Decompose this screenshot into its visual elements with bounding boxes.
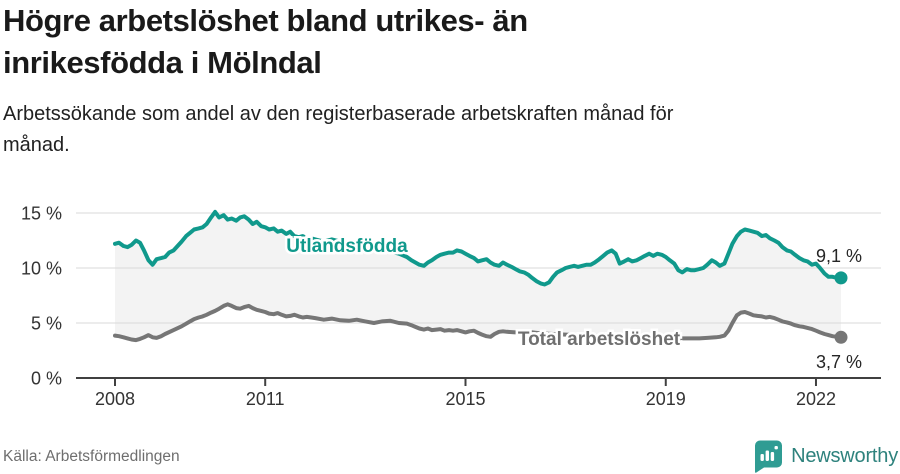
subtitle-line-1: Arbetssökande som andel av den registerb… [3,103,674,125]
y-tick-label: 5 % [31,314,62,334]
title-line-1: Högre arbetslöshet bland utrikes- än [3,3,528,38]
y-tick-label: 15 % [21,204,62,224]
y-axis-labels: 0 % 5 % 10 % 15 % [21,204,62,389]
newsworthy-logo-text: Newsworthy [791,445,898,467]
x-tick-label: 2008 [95,389,135,409]
title-line-2: inrikesfödda i Mölndal [3,45,322,80]
x-tick-label: 2015 [445,389,485,409]
newsworthy-badge-icon [755,440,783,473]
chart-subtitle: Arbetssökande som andel av den registerb… [3,99,673,161]
x-tick-label: 2011 [246,389,285,409]
end-value-label-total: 3,7 % [816,352,862,372]
series-line-utlandsfodda [113,209,843,287]
x-tick-label: 2022 [796,389,836,409]
x-axis-ticks: 2008 2011 2015 2019 2022 [95,379,836,409]
series-label-total: Total arbetslöshet [518,329,681,350]
x-tick-label: 2019 [646,389,686,409]
between-series-band [115,211,841,341]
subtitle-line-2: månad. [3,134,70,156]
gridlines [76,212,881,324]
series-line-total [113,302,843,343]
series-label-utlandsfodda: Utlandsfödda [286,236,408,257]
source-credit: Källa: Arbetsförmedlingen [3,448,180,465]
series-end-dot-total [834,330,848,344]
series-end-dot-utlandsfodda [834,271,848,285]
newsworthy-logo[interactable]: Newsworthy [753,440,898,473]
y-tick-label: 10 % [21,259,62,279]
page-title: Högre arbetslöshet bland utrikes- än inr… [3,0,528,84]
end-value-label-utlandsfodda: 9,1 % [816,246,862,266]
y-tick-label: 0 % [31,369,62,389]
